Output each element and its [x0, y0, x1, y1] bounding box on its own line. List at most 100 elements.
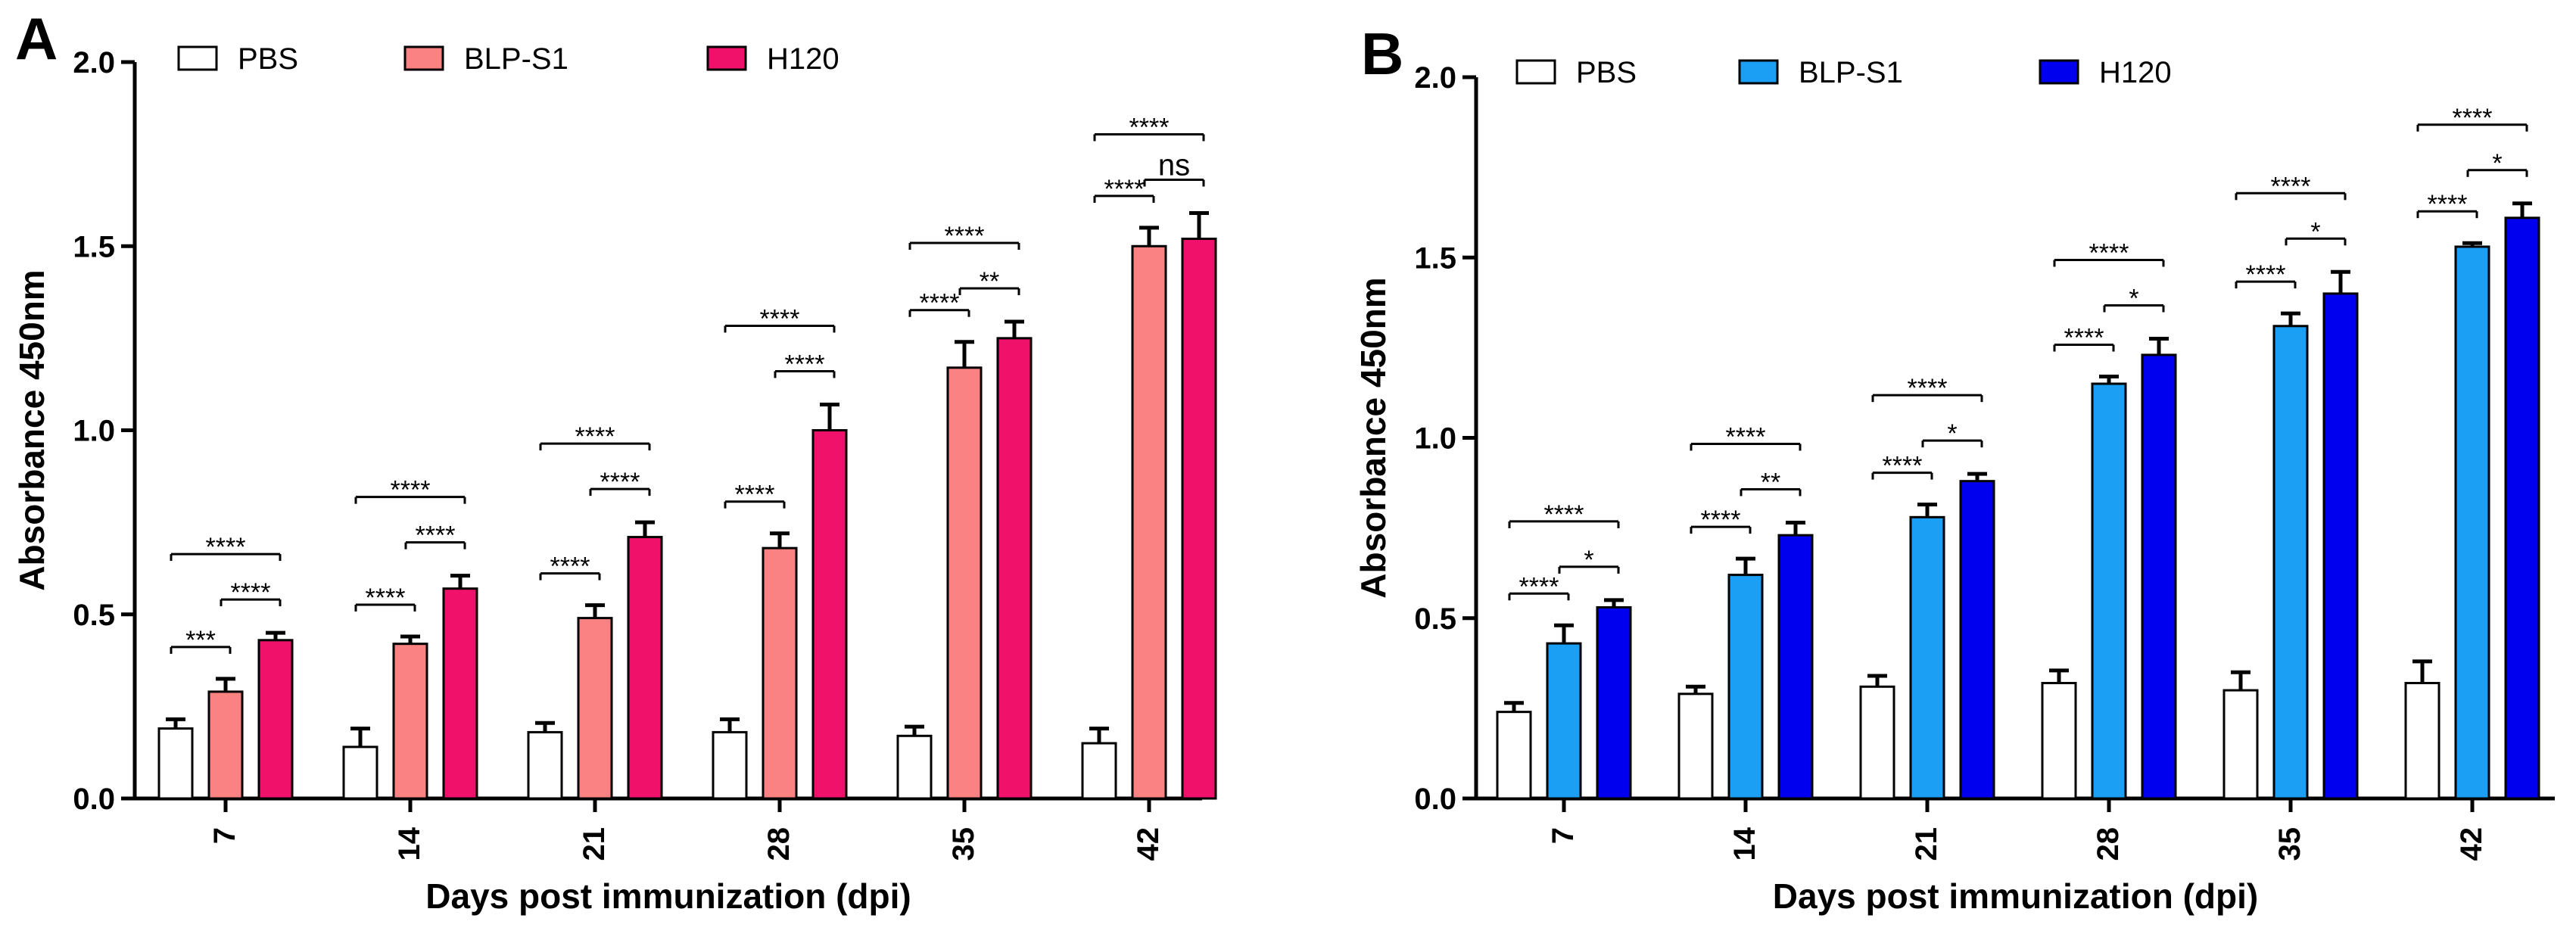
panel-a: A 0.0 0.5 1.0 1.5 2.0 Absorbance 450nm Days pos… [12, 5, 1217, 916]
x-tick-label: 42 [2455, 827, 2488, 861]
significance-label: **** [760, 304, 800, 333]
legend-swatch [1515, 59, 1556, 85]
y-tick-label: 0.0 [73, 783, 115, 816]
legend-swatch [403, 45, 444, 71]
bar [2041, 682, 2077, 800]
legend-label: H120 [767, 42, 839, 76]
bar [1131, 244, 1167, 800]
bar [392, 643, 428, 800]
bar [2091, 382, 2127, 800]
bar [896, 734, 933, 800]
bar [157, 727, 194, 800]
y-axis-title: Absorbance 450nm [12, 269, 51, 590]
y-axis-title: Absorbance 450nm [1353, 277, 1393, 598]
legend-swatch [1738, 59, 1779, 85]
y-tick-label: 0.5 [1414, 602, 1456, 636]
significance-label: * [2310, 217, 2320, 246]
x-tick-label: 42 [1132, 827, 1165, 861]
y-tick-label: 1.5 [73, 230, 115, 263]
significance-label: **** [2271, 172, 2311, 201]
bar [1959, 480, 1995, 800]
bar [1859, 685, 1895, 800]
bar [207, 690, 244, 800]
x-tick-label: 7 [208, 827, 241, 844]
bar [762, 546, 798, 800]
bar [996, 337, 1033, 800]
bar [712, 730, 748, 800]
bar [257, 639, 294, 800]
legend-label: BLP-S1 [464, 42, 568, 76]
bar [2222, 689, 2259, 800]
legend-label: PBS [1576, 56, 1637, 89]
x-tick-label: 35 [947, 827, 980, 861]
y-tick-label: 2.0 [73, 46, 115, 79]
y-tick-label: 1.0 [73, 415, 115, 448]
bar [1727, 574, 1764, 800]
bar [811, 429, 848, 800]
significance-label: ns [1158, 148, 1190, 182]
significance-label: **** [1544, 500, 1584, 529]
significance-label: **** [1726, 422, 1766, 451]
significance-label: **** [206, 533, 246, 562]
y-tick-label: 0.5 [73, 599, 115, 632]
significance-label: **** [575, 422, 615, 451]
legend-swatch [177, 45, 218, 71]
bar [1909, 515, 1945, 800]
bar [1546, 642, 1582, 800]
significance-label: **** [600, 468, 640, 496]
bar [1677, 693, 1714, 800]
x-tick-label: 28 [762, 827, 796, 861]
bar [342, 745, 378, 800]
bar [1181, 238, 1217, 800]
bar [946, 366, 983, 800]
significance-label: **** [920, 289, 960, 318]
significance-label: **** [1701, 506, 1741, 534]
legend-label: BLP-S1 [1799, 56, 1903, 89]
significance-label: **** [2453, 104, 2493, 132]
bar [1777, 534, 1814, 800]
significance-label: **** [391, 476, 431, 505]
significance-label: **** [1129, 113, 1170, 142]
significance-label: **** [1883, 452, 1923, 481]
y-tick-label: 1.0 [1414, 422, 1456, 456]
bar [527, 730, 563, 800]
legend-label: H120 [2099, 56, 2172, 89]
panel-letter: A [15, 5, 58, 72]
significance-label: **** [2064, 323, 2104, 352]
bar [577, 617, 613, 800]
significance-label: **** [550, 552, 590, 581]
significance-label: **** [945, 222, 985, 251]
significance-label: **** [2089, 238, 2129, 267]
significance-label: * [2492, 149, 2502, 178]
x-tick-label: 35 [2273, 827, 2307, 861]
x-tick-label: 7 [1547, 827, 1580, 844]
significance-label: **** [785, 350, 825, 378]
significance-label: *** [185, 626, 216, 655]
y-tick-label: 2.0 [1414, 61, 1456, 95]
significance-label: **** [1104, 175, 1145, 204]
x-axis-title: Days post immunization (dpi) [425, 876, 911, 916]
bar [1596, 605, 1632, 800]
x-tick-label: 21 [1910, 827, 1943, 861]
significance-label: * [1584, 546, 1593, 574]
significance-label: ** [980, 267, 999, 296]
significance-label: **** [1519, 572, 1559, 601]
panel-letter: B [1361, 20, 1403, 87]
bar [1081, 742, 1117, 800]
x-tick-label: 14 [1728, 826, 1761, 861]
bar [1496, 711, 1532, 800]
bar [442, 587, 478, 800]
x-tick-label: 14 [393, 826, 426, 861]
significance-label: **** [416, 521, 456, 550]
bar [2504, 216, 2540, 800]
legend-swatch [2039, 59, 2079, 85]
legend-label: PBS [238, 42, 298, 76]
x-axis-title: Days post immunization (dpi) [1773, 876, 2258, 916]
significance-label: * [2129, 284, 2138, 313]
significance-label: **** [1908, 374, 1948, 403]
legend-swatch [706, 45, 747, 71]
significance-label: **** [2428, 190, 2468, 219]
significance-label: ** [1761, 468, 1780, 496]
